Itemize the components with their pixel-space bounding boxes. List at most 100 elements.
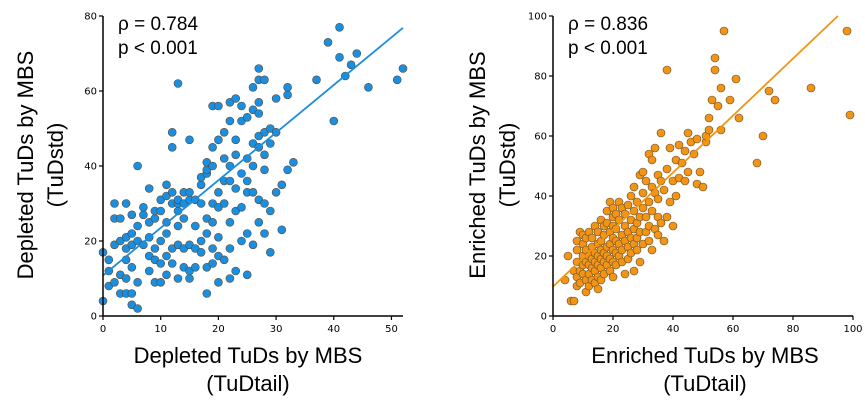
depleted-x-ticks: 0 10 20 30 40 50 (100, 316, 398, 335)
depleted-point-57 (167, 188, 177, 197)
enriched-y-title-line1: Enriched TuDs by MBS (465, 51, 490, 278)
depleted-point-168 (283, 83, 292, 92)
depleted-point-179 (392, 75, 402, 85)
depleted-point-111 (219, 154, 229, 163)
enriched-scatter-panel: 0 20 40 60 80 100 0 20 40 60 80 100 ρ = 0.836 p < … (465, 12, 863, 397)
depleted-point-125 (231, 94, 240, 103)
depleted-point-84 (196, 199, 206, 208)
depleted-point-105 (214, 188, 223, 197)
depleted-point-37 (144, 184, 154, 193)
depleted-x-tick-label-3: 30 (270, 324, 283, 335)
depleted-point-80 (191, 221, 200, 231)
depleted-point-94 (208, 259, 217, 268)
depleted-point-58 (167, 143, 177, 152)
enriched-point-173 (752, 158, 762, 168)
depleted-point-83 (196, 236, 206, 246)
enriched-point-163 (707, 95, 717, 105)
enriched-x-title-line1: Enriched TuDs by MBS (591, 343, 818, 368)
enriched-y-tick-label-0: 0 (541, 312, 547, 323)
depleted-point-77 (185, 135, 194, 145)
depleted-point-32 (139, 203, 148, 212)
depleted-point-131 (242, 270, 252, 280)
depleted-point-176 (346, 60, 356, 70)
enriched-point-178 (842, 26, 852, 36)
depleted-point-116 (225, 176, 235, 186)
depleted-point-28 (133, 221, 142, 231)
enriched-point-137 (662, 212, 672, 222)
enriched-point-88 (620, 209, 630, 219)
depleted-point-130 (237, 101, 246, 111)
depleted-x-title-line1: Depleted TuDs by MBS (134, 343, 363, 368)
depleted-point-152 (260, 199, 269, 208)
depleted-point-142 (248, 83, 258, 92)
depleted-point-54 (167, 259, 177, 268)
enriched-y-title-line2: (TuDstd) (495, 123, 520, 208)
enriched-point-8 (572, 245, 582, 255)
depleted-point-137 (248, 240, 258, 250)
enriched-rho: ρ = 0.836 (568, 14, 648, 35)
enriched-point-117 (644, 236, 654, 246)
enriched-point-122 (647, 206, 657, 216)
depleted-point-114 (225, 244, 235, 253)
enriched-point-166 (713, 101, 723, 111)
depleted-point-89 (202, 229, 212, 238)
depleted-point-172 (329, 116, 339, 126)
enriched-point-128 (653, 230, 663, 240)
enriched-y-tick-label-3: 60 (534, 132, 547, 143)
enriched-point-121 (647, 245, 657, 255)
enriched-point-96 (626, 191, 636, 201)
depleted-point-167 (283, 90, 292, 100)
enriched-point-164 (710, 65, 720, 75)
depleted-point-158 (265, 206, 275, 216)
depleted-point-33 (144, 266, 154, 276)
depleted-p-value: p < 0.001 (118, 38, 198, 59)
enriched-point-156 (692, 134, 702, 144)
depleted-y-tick-label-1: 20 (84, 237, 97, 248)
depleted-point-174 (335, 22, 344, 32)
depleted-point-148 (254, 98, 264, 107)
depleted-point-12 (116, 214, 125, 223)
depleted-point-143 (254, 218, 264, 227)
enriched-point-134 (656, 128, 666, 138)
enriched-point-150 (680, 146, 690, 156)
enriched-point-149 (680, 176, 690, 186)
depleted-point-48 (162, 270, 171, 280)
enriched-point-177 (806, 83, 816, 93)
depleted-point-180 (398, 64, 408, 73)
enriched-x-tick-label-3: 60 (727, 324, 740, 335)
depleted-point-8 (110, 199, 119, 208)
depleted-y-ticks: 0 20 40 60 80 (84, 12, 103, 323)
depleted-point-120 (231, 266, 240, 276)
depleted-point-118 (225, 116, 235, 126)
depleted-point-72 (185, 274, 194, 283)
depleted-y-tick-label-0: 0 (91, 312, 97, 323)
depleted-point-128 (237, 169, 246, 178)
enriched-trend-line (552, 15, 839, 288)
enriched-x-tick-label-4: 80 (787, 324, 800, 335)
depleted-point-85 (196, 180, 206, 190)
enriched-point-130 (653, 194, 663, 204)
enriched-point-32 (587, 233, 597, 243)
depleted-scatter-panel: 0 10 20 30 40 50 0 20 40 60 80 ρ = 0.784 p < 0.00… (13, 12, 408, 396)
enriched-point-115 (641, 212, 651, 222)
enriched-point-38 (593, 284, 603, 294)
depleted-point-115 (225, 218, 235, 227)
enriched-point-151 (683, 167, 693, 177)
depleted-trend-line (102, 27, 404, 277)
enriched-y-ticks: 0 20 40 60 80 100 (528, 12, 553, 323)
depleted-point-78 (191, 262, 200, 272)
depleted-point-147 (254, 109, 264, 118)
enriched-point-124 (647, 155, 657, 165)
depleted-point-21 (127, 262, 137, 272)
enriched-point-152 (683, 128, 693, 138)
enriched-point-172 (734, 113, 744, 123)
depleted-x-tick-label-5: 50 (385, 324, 398, 335)
enriched-point-165 (710, 53, 720, 63)
enriched-point-147 (674, 140, 684, 150)
depleted-point-154 (260, 150, 269, 160)
depleted-point-95 (208, 244, 217, 253)
depleted-point-138 (248, 188, 258, 197)
depleted-point-124 (231, 135, 240, 145)
depleted-point-87 (202, 289, 212, 298)
depleted-point-157 (265, 248, 275, 257)
